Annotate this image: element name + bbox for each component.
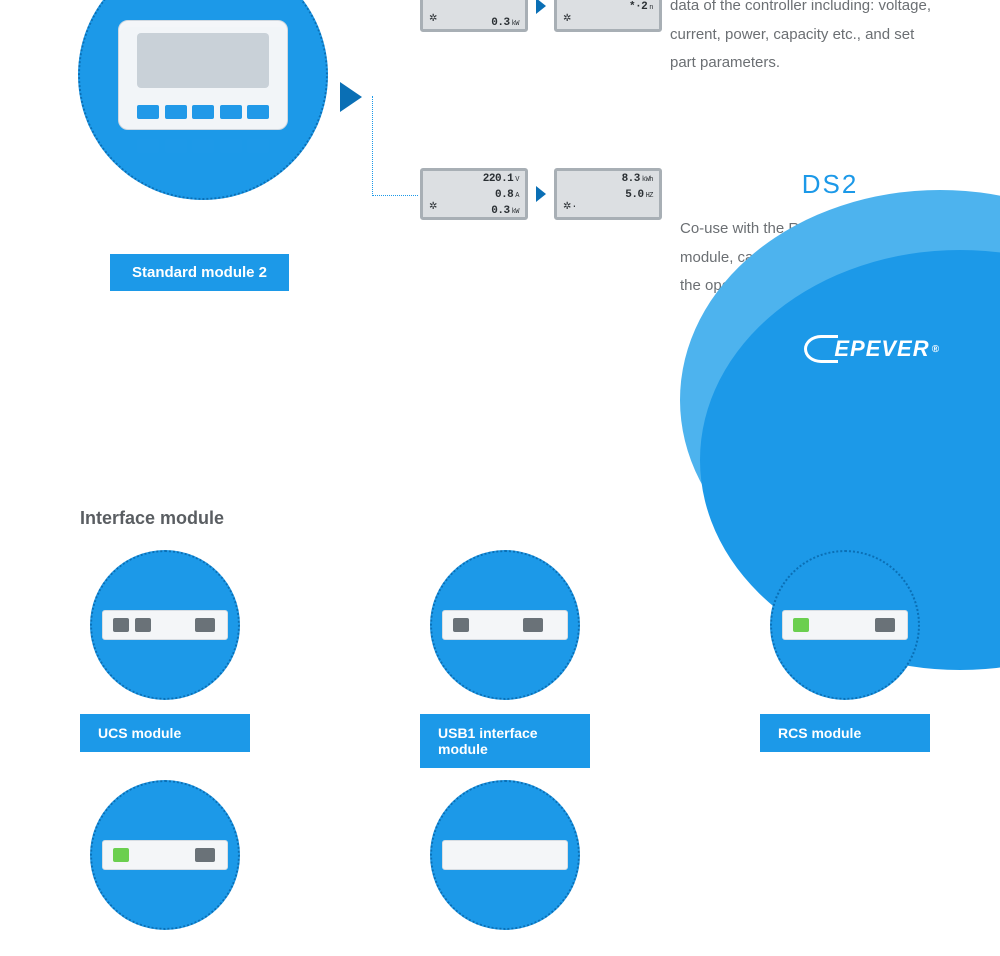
ds1-description: data of the controller including: voltag… [670, 0, 940, 78]
interface-bar [442, 840, 568, 870]
sun-icon: ✲· [563, 201, 577, 213]
module-circle [90, 550, 240, 700]
module-item: UCS module [80, 550, 250, 768]
brand-logo: EPEVER® [804, 335, 940, 363]
standard-module-label: Standard module 2 [110, 254, 289, 291]
sun-icon: ✲ [563, 13, 571, 25]
interface-bar [782, 610, 908, 640]
logo-ellipse-icon [804, 335, 838, 363]
interface-bar [102, 610, 228, 640]
chevron-right-icon [536, 0, 546, 14]
standard-module-circle [78, 0, 328, 200]
module-item [80, 780, 250, 944]
module-circle [90, 780, 240, 930]
connector-line [372, 96, 373, 196]
lcd-display: *·2n ✲ [554, 0, 662, 32]
module-circle [770, 550, 920, 700]
lcd-display: 220.1V 0.8A 0.3kW ✲ [420, 168, 528, 220]
interface-module-title: Interface module [80, 508, 224, 529]
lcd-pair-2: 220.1V 0.8A 0.3kW ✲ 8.3kWh 5.0HZ ✲· [420, 168, 662, 220]
module-item [420, 780, 590, 944]
module-circle [430, 780, 580, 930]
ds2-block: DS2 Co-use with the RCM interface module… [680, 160, 930, 301]
device-screen [137, 33, 269, 88]
sun-icon: ✲ [429, 13, 437, 25]
device-reflection [137, 139, 269, 163]
module-label: USB1 interface module [420, 714, 590, 768]
interface-bar [102, 840, 228, 870]
connector-line [372, 195, 418, 196]
lcd-display: 8.3kWh 5.0HZ ✲· [554, 168, 662, 220]
module-label: RCS module [760, 714, 930, 752]
device-illustration [118, 20, 288, 130]
lcd-pair-1: 0.3kW ✲ *·2n ✲ [420, 0, 662, 32]
interface-bar [442, 610, 568, 640]
ds2-description: Co-use with the RCM interface module, ca… [680, 215, 930, 301]
chevron-right-icon [536, 186, 546, 202]
modules-grid: UCS module USB1 interface module RCS mod… [80, 550, 930, 956]
lcd-display: 0.3kW ✲ [420, 0, 528, 32]
module-circle [430, 550, 580, 700]
ds2-heading: DS2 [760, 160, 900, 209]
module-label: UCS module [80, 714, 250, 752]
module-item: RCS module [760, 550, 930, 768]
device-buttons [137, 105, 269, 119]
play-triangle-icon [340, 82, 362, 112]
module-item: USB1 interface module [420, 550, 590, 768]
sun-icon: ✲ [429, 201, 437, 213]
top-section: Standard module 2 0.3kW ✲ *·2n ✲ 220.1V … [0, 0, 1000, 420]
